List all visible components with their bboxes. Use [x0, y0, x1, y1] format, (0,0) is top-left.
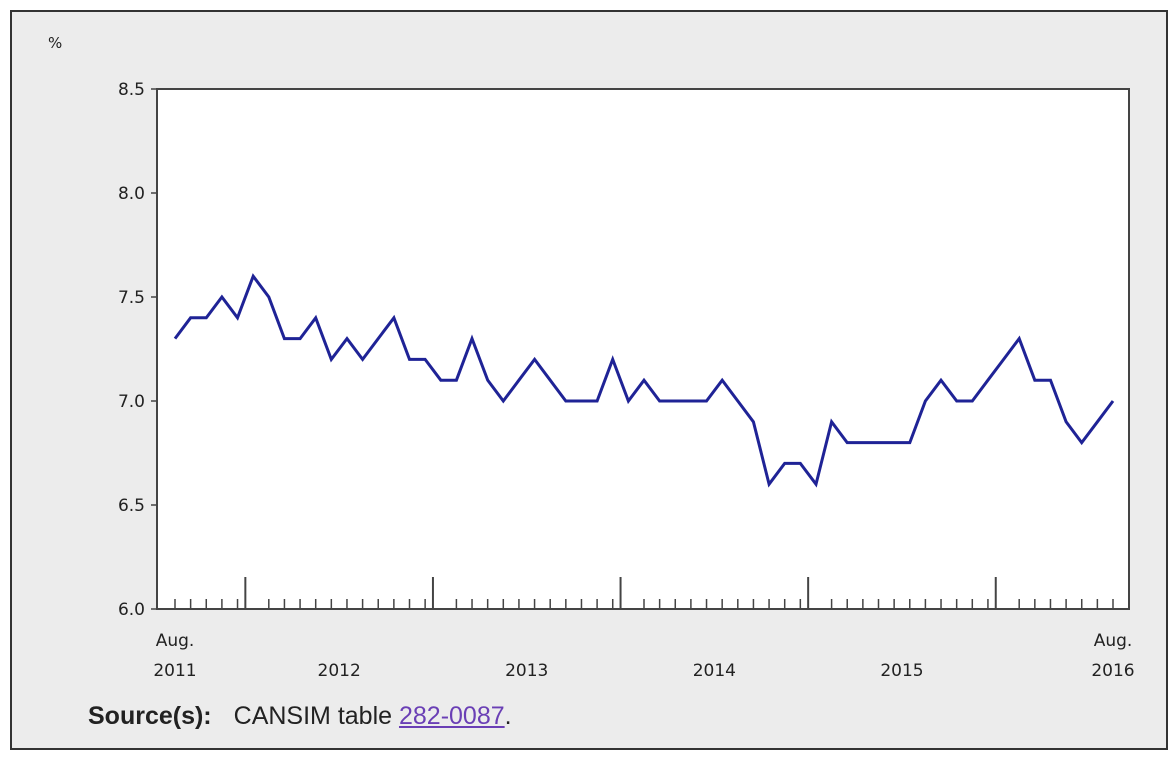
data-point [299, 337, 302, 340]
y-tick-label: 7.0 [118, 392, 145, 412]
data-point [658, 400, 661, 403]
series-line [173, 273, 1115, 488]
data-point [611, 358, 614, 361]
data-point [736, 400, 739, 403]
source-label: Source(s): [88, 702, 212, 730]
data-point [455, 379, 458, 382]
line-chart: 6.0 6.5 7.0 7.5 8.0 8.5% Aug. 2011 Aug. 2016 2012 2… [48, 34, 1135, 681]
data-point [361, 358, 364, 361]
data-point [783, 462, 786, 465]
data-point [439, 379, 442, 382]
data-point [908, 441, 911, 444]
data-point [549, 379, 552, 382]
source-note: Source(s): CANSIM table 282-0087. [88, 702, 512, 731]
x-year-label: 2013 [505, 661, 548, 681]
data-point [940, 379, 943, 382]
data-point [955, 400, 958, 403]
data-point [893, 441, 896, 444]
plot-area [156, 88, 1130, 610]
data-point [252, 275, 255, 278]
data-point [174, 337, 177, 340]
data-point [283, 337, 286, 340]
data-point [986, 379, 989, 382]
y-tick-label: 8.0 [118, 184, 145, 204]
source-link[interactable]: 282-0087 [398, 702, 505, 730]
data-point [971, 400, 974, 403]
y-tick-label: 6.0 [118, 600, 145, 620]
data-point [377, 337, 380, 340]
x-year-label: 2015 [880, 661, 923, 681]
x-start-month-label: Aug. [156, 631, 195, 651]
data-point [471, 337, 474, 340]
x-year-label: 2014 [693, 661, 736, 681]
x-end-month-label: Aug. [1094, 631, 1133, 651]
data-point [752, 420, 755, 423]
data-point [861, 441, 864, 444]
y-tick-label: 6.5 [118, 496, 145, 516]
data-point [205, 316, 208, 319]
chart-panel: 6.0 6.5 7.0 7.5 8.0 8.5% Aug. 2011 Aug. 2016 2012 2… [10, 10, 1168, 750]
data-point [220, 296, 223, 299]
data-point [674, 400, 677, 403]
data-point [408, 358, 411, 361]
x-end-year-label: 2016 [1091, 661, 1134, 681]
x-start-year-label: 2011 [153, 661, 196, 681]
data-point [517, 379, 520, 382]
y-tick-label: 7.5 [118, 288, 145, 308]
x-year-label: 2012 [318, 661, 361, 681]
data-point [1002, 358, 1005, 361]
data-point [533, 358, 536, 361]
data-point [877, 441, 880, 444]
data-point [596, 400, 599, 403]
y-tick-label: 8.5 [118, 80, 145, 100]
data-point [814, 483, 817, 486]
y-axis-unit-label: % [48, 34, 62, 52]
data-point [392, 316, 395, 319]
data-point [643, 379, 646, 382]
data-point [486, 379, 489, 382]
data-point [1112, 400, 1115, 403]
source-text: CANSIM table [233, 702, 399, 730]
data-point [1018, 337, 1021, 340]
data-point [330, 358, 333, 361]
data-point [345, 337, 348, 340]
data-point [846, 441, 849, 444]
data-point [705, 400, 708, 403]
data-point [924, 400, 927, 403]
data-point [1080, 441, 1083, 444]
data-point [424, 358, 427, 361]
data-point [799, 462, 802, 465]
data-point [580, 400, 583, 403]
data-point [768, 483, 771, 486]
data-point [314, 316, 317, 319]
data-point [1065, 420, 1068, 423]
data-point [1096, 420, 1099, 423]
data-point [502, 400, 505, 403]
data-point [189, 316, 192, 319]
data-point [627, 400, 630, 403]
data-point [1049, 379, 1052, 382]
data-point [1033, 379, 1036, 382]
data-point [721, 379, 724, 382]
data-point [564, 400, 567, 403]
data-point [236, 316, 239, 319]
data-point [830, 420, 833, 423]
data-point [267, 296, 270, 299]
data-point [689, 400, 692, 403]
source-suffix: . [504, 702, 512, 730]
